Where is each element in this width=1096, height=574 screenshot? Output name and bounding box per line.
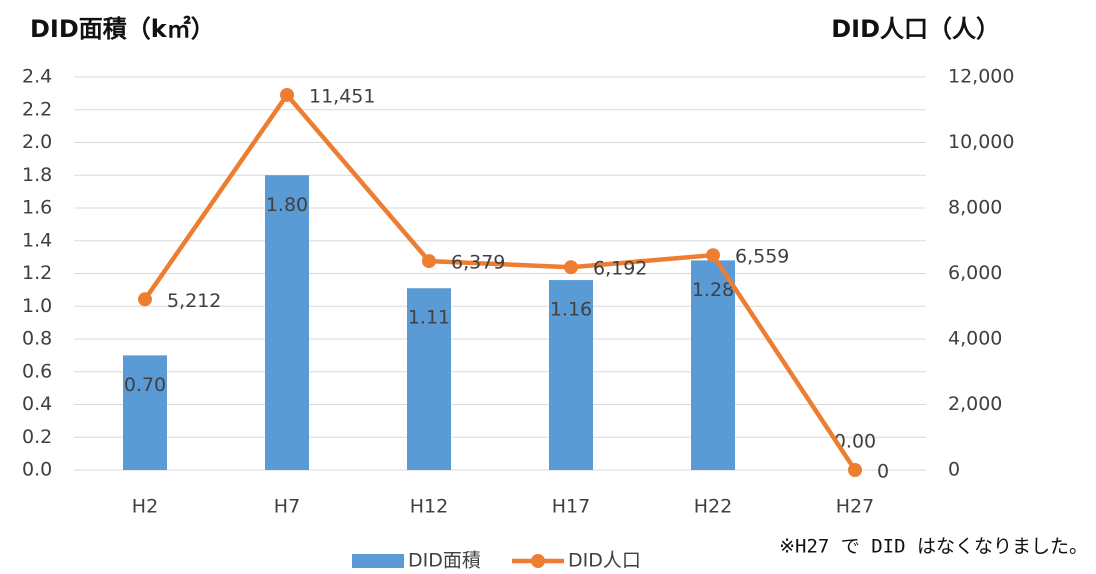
- y-tick-label: 2.2: [22, 98, 52, 120]
- line-value-label: 6,192: [593, 258, 647, 280]
- line-marker: [848, 463, 862, 477]
- bar: [265, 175, 309, 470]
- line-marker: [564, 260, 578, 275]
- bar: [691, 260, 735, 470]
- y-tick-label: 1.4: [22, 229, 52, 251]
- x-tick-label: H2: [132, 496, 158, 518]
- y-tick-label: 2.0: [22, 131, 52, 153]
- bar-value-label: 0.00: [834, 431, 876, 453]
- line-marker: [138, 292, 152, 307]
- bar: [549, 280, 593, 470]
- y2-tick-label: 6,000: [948, 262, 1002, 284]
- bar: [407, 288, 451, 470]
- y2-tick-label: 12,000: [948, 66, 1014, 88]
- line-value-label: 5,212: [167, 290, 221, 312]
- y-tick-label: 0.8: [22, 328, 52, 350]
- bar-value-label: 0.70: [124, 374, 166, 396]
- y2-tick-label: 0: [948, 459, 960, 481]
- bar: [123, 355, 167, 470]
- legend-label: DID面積: [408, 550, 481, 572]
- y-tick-label: 1.8: [22, 164, 52, 186]
- y-tick-label: 1.2: [22, 262, 52, 284]
- legend-label: DID人口: [568, 550, 641, 572]
- bar-value-label: 1.28: [692, 279, 734, 301]
- line-value-label: 6,559: [735, 246, 789, 268]
- y2-tick-label: 2,000: [948, 393, 1002, 415]
- x-tick-label: H27: [836, 496, 874, 518]
- y2-tick-label: 4,000: [948, 328, 1002, 350]
- y2-tick-label: 10,000: [948, 131, 1014, 153]
- line-marker: [706, 248, 720, 263]
- line-marker: [280, 87, 294, 102]
- line-value-label: 6,379: [451, 252, 505, 274]
- y2-tick-label: 8,000: [948, 197, 1002, 219]
- y-tick-label: 1.0: [22, 295, 52, 317]
- bar-value-label: 1.11: [408, 307, 450, 329]
- y-tick-label: 0.6: [22, 360, 52, 382]
- line-marker: [422, 254, 436, 269]
- bar-value-label: 1.16: [550, 299, 592, 321]
- legend-swatch: [531, 554, 545, 568]
- legend-swatch: [352, 554, 404, 568]
- line-value-label: 0: [877, 461, 889, 483]
- x-tick-label: H7: [274, 496, 300, 518]
- x-tick-label: H12: [410, 496, 448, 518]
- y-tick-label: 2.4: [22, 66, 52, 88]
- x-tick-label: H17: [552, 496, 590, 518]
- y-axis-title: DID面積（k㎡）: [30, 15, 215, 43]
- y-tick-label: 0.0: [22, 459, 52, 481]
- annotation: ※H27 で DID はなくなりました。: [779, 536, 1088, 558]
- y2-axis-title: DID人口（人）: [831, 15, 1000, 43]
- y-tick-label: 0.2: [22, 426, 52, 448]
- x-tick-label: H22: [694, 496, 732, 518]
- y-tick-label: 1.6: [22, 197, 52, 219]
- line: [143, 92, 857, 472]
- bar-value-label: 1.80: [266, 194, 308, 216]
- line-value-label: 11,451: [309, 85, 375, 107]
- y-tick-label: 0.4: [22, 393, 52, 415]
